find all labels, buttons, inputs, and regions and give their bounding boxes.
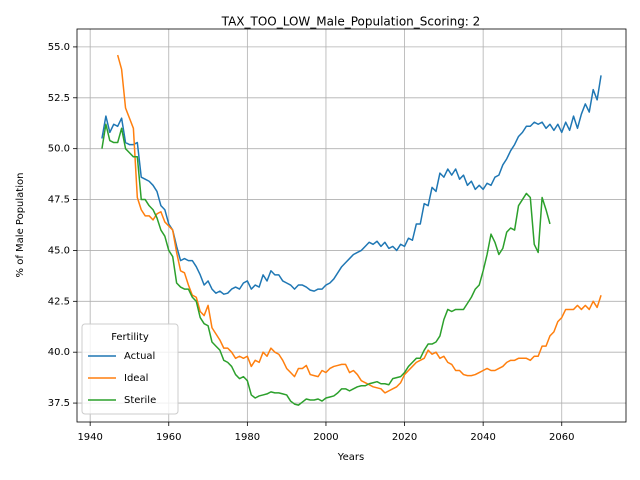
y-tick-label: 40.0 bbox=[48, 347, 70, 358]
legend: Fertility Actual Ideal Sterile bbox=[81, 323, 179, 415]
x-tick-label: 2060 bbox=[549, 432, 574, 443]
legend-label: Actual bbox=[124, 351, 155, 362]
plot-frame bbox=[76, 28, 627, 423]
legend-box bbox=[81, 323, 179, 415]
y-tick-label: 52.5 bbox=[48, 93, 70, 104]
x-tick-label: 1980 bbox=[235, 432, 260, 443]
x-tick-label: 2040 bbox=[470, 432, 495, 443]
x-axis-label: Years bbox=[337, 452, 364, 463]
legend-label: Sterile bbox=[124, 395, 156, 406]
data-line bbox=[101, 75, 602, 295]
legend-title: Fertility bbox=[111, 332, 149, 343]
legend-label: Ideal bbox=[124, 373, 148, 384]
data-line bbox=[101, 123, 551, 406]
x-tick-label: 1940 bbox=[77, 432, 102, 443]
data-line bbox=[116, 54, 602, 394]
x-tick-label: 2000 bbox=[313, 432, 338, 443]
y-axis-label: % of Male Population bbox=[15, 173, 26, 278]
y-tick-label: 55.0 bbox=[48, 42, 70, 53]
x-tick-label: 1960 bbox=[156, 432, 181, 443]
y-tick-label: 45.0 bbox=[48, 245, 70, 256]
y-tick-label: 47.5 bbox=[48, 195, 70, 206]
y-tick-label: 50.0 bbox=[48, 144, 70, 155]
chart-title: TAX_TOO_LOW_Male_Population_Scoring: 2 bbox=[221, 15, 481, 29]
y-tick-label: 37.5 bbox=[48, 398, 70, 409]
x-tick-label: 2020 bbox=[392, 432, 417, 443]
y-tick-label: 42.5 bbox=[48, 296, 70, 307]
